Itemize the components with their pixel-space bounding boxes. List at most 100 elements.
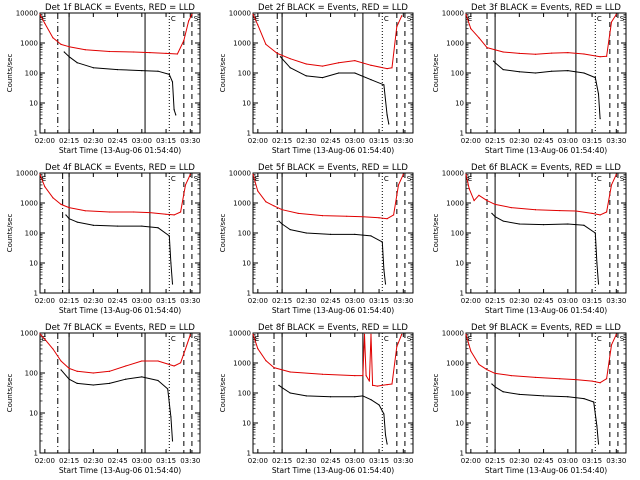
data-point (370, 333, 372, 335)
data-point (60, 203, 62, 205)
y-tick-label: 100 (25, 230, 38, 238)
y-axis-label: Counts/sec (432, 54, 440, 93)
data-point (468, 188, 470, 190)
series-line-events (491, 383, 599, 445)
x-tick-label: 02:45 (533, 137, 553, 145)
data-point (597, 93, 600, 95)
y-tick-label: 100 (238, 390, 251, 398)
x-axis-label: Start Time (13-Aug-06 01:54:40) (272, 146, 394, 155)
y-axis-label: Counts/sec (219, 374, 227, 413)
data-point (189, 334, 191, 336)
data-point (338, 62, 340, 64)
data-point (542, 395, 545, 397)
detector-panel-2: Det 2f BLACK = Events, RED = LLD Counts/s… (219, 3, 414, 155)
data-point (44, 186, 46, 188)
y-axis-label: Counts/sec (432, 374, 440, 413)
detector-panel-7: Det 7f BLACK = Events, RED = LLD Counts/s… (6, 323, 201, 475)
y-tick-label: 10000 (229, 170, 251, 178)
data-point (567, 70, 569, 72)
data-point (338, 72, 340, 74)
data-point (168, 235, 170, 237)
x-axis-label: Start Time (13-Aug-06 01:54:40) (272, 466, 394, 475)
marker-c: C (597, 175, 602, 183)
x-tick-label: 03:15 (369, 137, 389, 145)
data-point (180, 362, 182, 364)
data-point (108, 382, 111, 384)
data-point (321, 77, 324, 79)
data-point (583, 224, 585, 226)
y-axis-label: Counts/sec (219, 54, 227, 93)
y-tick-label: 1000 (446, 40, 464, 48)
data-point (494, 62, 496, 64)
data-point (383, 84, 385, 86)
data-point (68, 367, 70, 370)
data-point (376, 385, 379, 387)
y-tick-label: 10000 (16, 170, 38, 178)
data-point (494, 386, 496, 388)
data-point (171, 81, 174, 83)
data-point (397, 184, 400, 186)
x-tick-label: 02:30 (296, 297, 316, 305)
x-tick-label: 02:30 (296, 457, 316, 465)
y-tick-label: 1000 (233, 360, 251, 368)
x-axis-label: Start Time (13-Aug-06 01:54:40) (272, 306, 394, 315)
data-point (84, 49, 86, 51)
data-point (378, 404, 380, 406)
data-point (368, 380, 370, 382)
marker-c: C (171, 15, 176, 23)
plot-frame (39, 332, 201, 454)
data-point (168, 73, 170, 75)
x-tick-label: 03:15 (156, 457, 176, 465)
data-point (559, 378, 561, 380)
data-point (133, 51, 135, 53)
series-line-events (65, 214, 173, 285)
x-tick-label: 02:15 (272, 297, 292, 305)
data-point (170, 262, 172, 264)
marker-s: S (194, 15, 199, 23)
marker-e: E (42, 175, 46, 183)
data-point (594, 232, 596, 234)
data-point (125, 378, 127, 380)
data-point (559, 209, 561, 212)
data-point (281, 209, 283, 211)
y-tick-label: 10 (455, 420, 464, 428)
data-point (157, 379, 159, 382)
data-point (171, 283, 174, 285)
series-line-lld (465, 14, 617, 58)
data-point (92, 224, 94, 226)
data-point (391, 383, 393, 385)
data-point (273, 367, 275, 369)
data-point (396, 26, 398, 28)
data-point (363, 333, 366, 335)
marker-s: S (620, 335, 625, 343)
data-point (165, 213, 167, 215)
panel-title: Det 1f BLACK = Events, RED = LLD (45, 3, 195, 13)
data-point (92, 372, 94, 374)
data-point (76, 221, 78, 223)
panel-title: Det 7f BLACK = Events, RED = LLD (45, 323, 195, 333)
data-point (125, 365, 127, 367)
x-tick-label: 02:30 (509, 137, 529, 145)
data-point (378, 217, 380, 219)
data-point (183, 40, 185, 42)
series-line-lld (465, 174, 617, 216)
x-tick-label: 02:30 (83, 297, 103, 305)
data-point (39, 333, 41, 335)
y-tick-label: 1 (460, 130, 464, 138)
x-tick-label: 03:00 (345, 457, 365, 465)
series-line-events (278, 384, 388, 445)
series-line-lld (252, 14, 403, 70)
x-tick-label: 02:45 (320, 457, 340, 465)
data-point (370, 399, 372, 401)
data-point (278, 384, 280, 386)
data-point (401, 333, 403, 335)
data-point (583, 72, 585, 74)
data-point (597, 283, 600, 285)
data-point (615, 173, 617, 175)
y-tick-label: 10000 (229, 10, 251, 18)
data-point (297, 212, 299, 215)
data-point (534, 72, 537, 74)
data-point (281, 387, 283, 389)
data-point (486, 369, 488, 371)
y-axis-label: Counts/sec (6, 374, 14, 413)
